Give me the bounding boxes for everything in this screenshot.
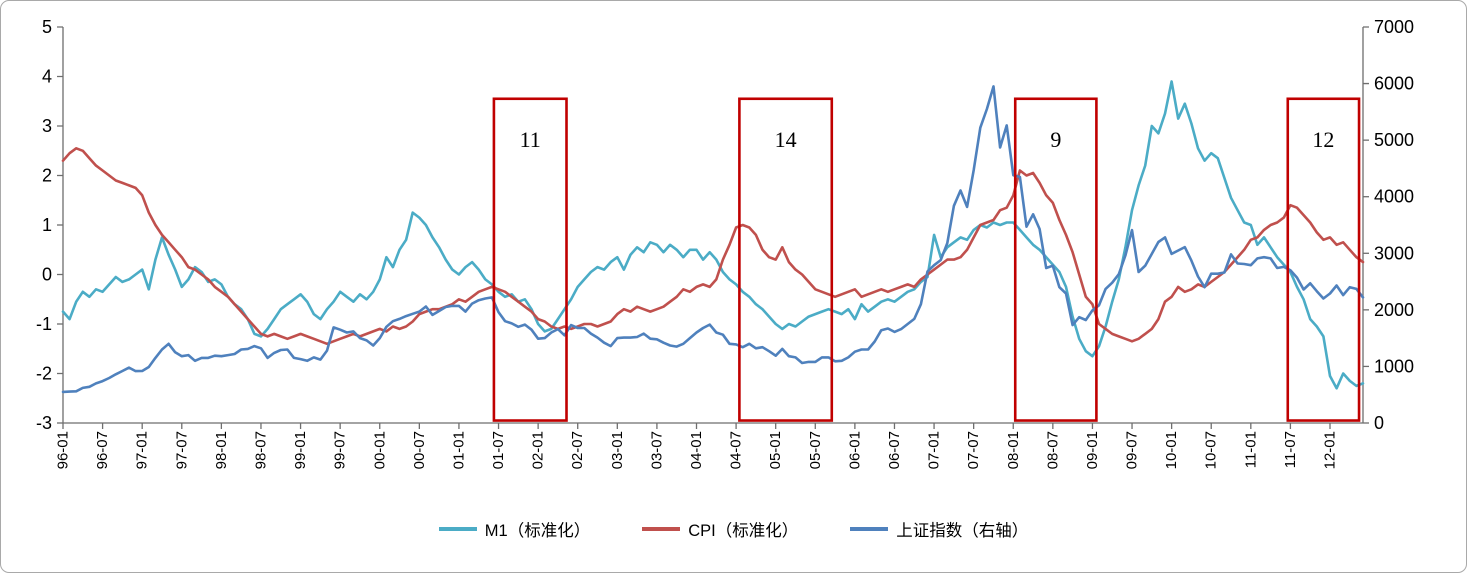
m1-line-swatch-icon [438, 527, 477, 531]
left-axis-tick-label: -3 [36, 413, 52, 433]
right-axis-tick-label: 7000 [1374, 17, 1414, 37]
x-axis-tick-label: 98-07 [252, 431, 269, 469]
x-axis-tick-label: 06-01 [846, 431, 863, 469]
x-axis-tick-label: 11-07 [1282, 431, 1299, 468]
x-axis-tick-label: 97-07 [173, 431, 190, 469]
highlight-box-label: 11 [520, 127, 541, 152]
left-axis-tick-label: -2 [36, 364, 52, 384]
right-axis-tick-label: 6000 [1374, 74, 1414, 94]
left-axis-tick-label: 2 [42, 166, 52, 186]
x-axis-tick-label: 08-01 [1005, 431, 1022, 469]
m1-series-line [61, 80, 1365, 390]
x-axis-tick-label: 96-01 [55, 431, 72, 469]
left-axis-tick-label: 0 [42, 265, 52, 285]
x-axis-tick-label: 02-07 [569, 431, 586, 469]
x-axis-tick-label: 09-01 [1084, 431, 1101, 469]
x-axis-tick-label: 04-07 [728, 431, 745, 469]
x-axis-tick-label: 03-07 [648, 431, 665, 469]
x-axis-tick-label: 98-01 [213, 431, 230, 469]
x-axis-tick-label: 02-01 [530, 431, 547, 469]
highlight-box [738, 97, 834, 422]
legend-label-m1: M1（标准化） [484, 522, 591, 540]
left-axis-tick-label: 4 [42, 67, 52, 87]
highlight-box [1013, 97, 1098, 422]
x-axis-tick-label: 05-01 [767, 431, 784, 469]
left-axis-tick-label: 5 [42, 17, 52, 37]
x-axis-tick-label: 01-01 [450, 431, 467, 469]
cpi-line-swatch-icon [642, 527, 681, 531]
x-axis-tick-label: 04-01 [688, 431, 705, 469]
right-axis-tick-label: 0 [1374, 413, 1384, 433]
x-axis-tick-label: 09-07 [1124, 431, 1141, 469]
x-axis-tick-label: 07-07 [965, 431, 982, 469]
right-axis-tick-label: 5000 [1374, 130, 1414, 150]
sse-line-swatch-icon [850, 527, 889, 531]
x-axis-tick-label: 01-07 [490, 431, 507, 469]
x-axis-tick-label: 00-07 [411, 431, 428, 469]
x-axis-tick-label: 07-01 [926, 431, 943, 469]
x-axis-tick-label: 12-01 [1322, 431, 1339, 469]
x-axis-tick-label: 03-01 [609, 431, 626, 469]
x-axis-tick-label: 08-07 [1044, 431, 1061, 469]
legend-item-m1: M1（标准化） [438, 517, 591, 541]
x-axis-tick-label: 05-07 [807, 431, 824, 469]
cpi-series-line [61, 147, 1365, 346]
x-axis-tick-label: 96-07 [94, 431, 111, 469]
highlight-box-label: 14 [775, 127, 797, 152]
highlight-box-label: 9 [1050, 127, 1061, 152]
legend-item-sse: 上证指数（右轴） [850, 517, 1028, 541]
x-axis-tick-label: 06-07 [886, 431, 903, 469]
right-axis-tick-label: 2000 [1374, 300, 1414, 320]
x-axis-tick-label: 10-07 [1203, 431, 1220, 469]
x-axis-tick-label: 10-01 [1163, 431, 1180, 469]
highlight-box-label: 12 [1312, 127, 1334, 152]
right-axis-tick-label: 4000 [1374, 187, 1414, 207]
highlight-box [1286, 97, 1361, 422]
right-axis-tick-label: 3000 [1374, 243, 1414, 263]
sse-series-line [61, 85, 1365, 394]
x-axis-tick-label: 97-01 [134, 431, 151, 469]
highlight-box [492, 97, 568, 422]
legend-label-cpi: CPI（标准化） [688, 522, 799, 540]
left-axis-tick-label: 1 [42, 215, 52, 235]
left-axis-tick-label: -1 [36, 314, 52, 334]
legend-item-cpi: CPI（标准化） [642, 517, 798, 541]
right-axis-tick-label: 1000 [1374, 356, 1414, 376]
legend-label-sse: 上证指数（右轴） [896, 522, 1029, 540]
x-axis-tick-label: 99-01 [292, 431, 309, 469]
left-axis-tick-label: 3 [42, 116, 52, 136]
x-axis-tick-label: 99-07 [332, 431, 349, 469]
chart-legend: M1（标准化） CPI（标准化） 上证指数（右轴） [1, 517, 1466, 541]
x-axis-tick-label: 00-01 [371, 431, 388, 469]
x-axis-tick-label: 11-01 [1242, 431, 1259, 468]
